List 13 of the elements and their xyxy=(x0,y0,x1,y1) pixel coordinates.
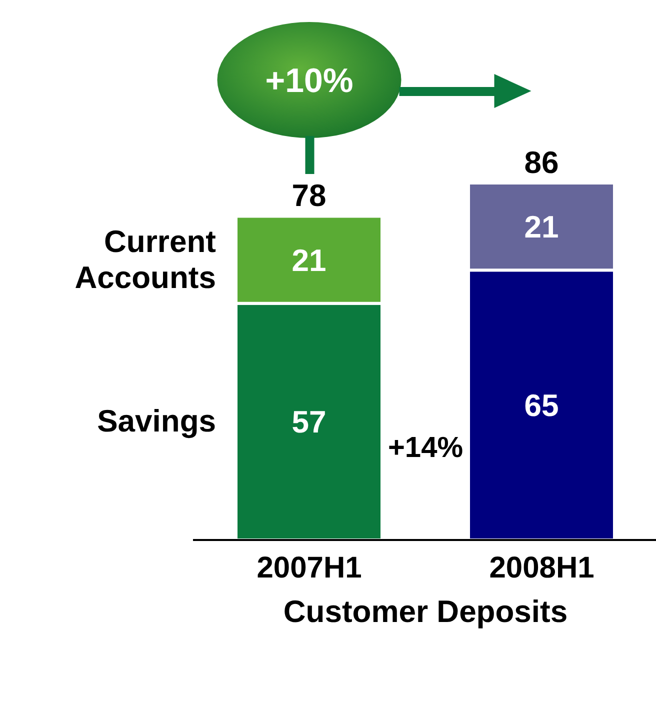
x-axis-title: Customer Deposits xyxy=(283,594,568,629)
data-label: 21 xyxy=(524,210,559,245)
data-label: 57 xyxy=(292,404,326,440)
annotation: +14% xyxy=(388,432,464,464)
series-label: Current Accounts xyxy=(74,224,216,295)
series-label: Savings xyxy=(97,404,216,439)
x-tick-label: 2007H1 xyxy=(256,551,362,584)
data-label: 65 xyxy=(524,388,559,424)
data-label: 21 xyxy=(292,242,326,278)
total-label: 86 xyxy=(524,145,559,180)
text: +10% xyxy=(265,62,354,100)
x-tick-label: 2008H1 xyxy=(489,551,594,584)
total-label: 78 xyxy=(292,178,326,214)
